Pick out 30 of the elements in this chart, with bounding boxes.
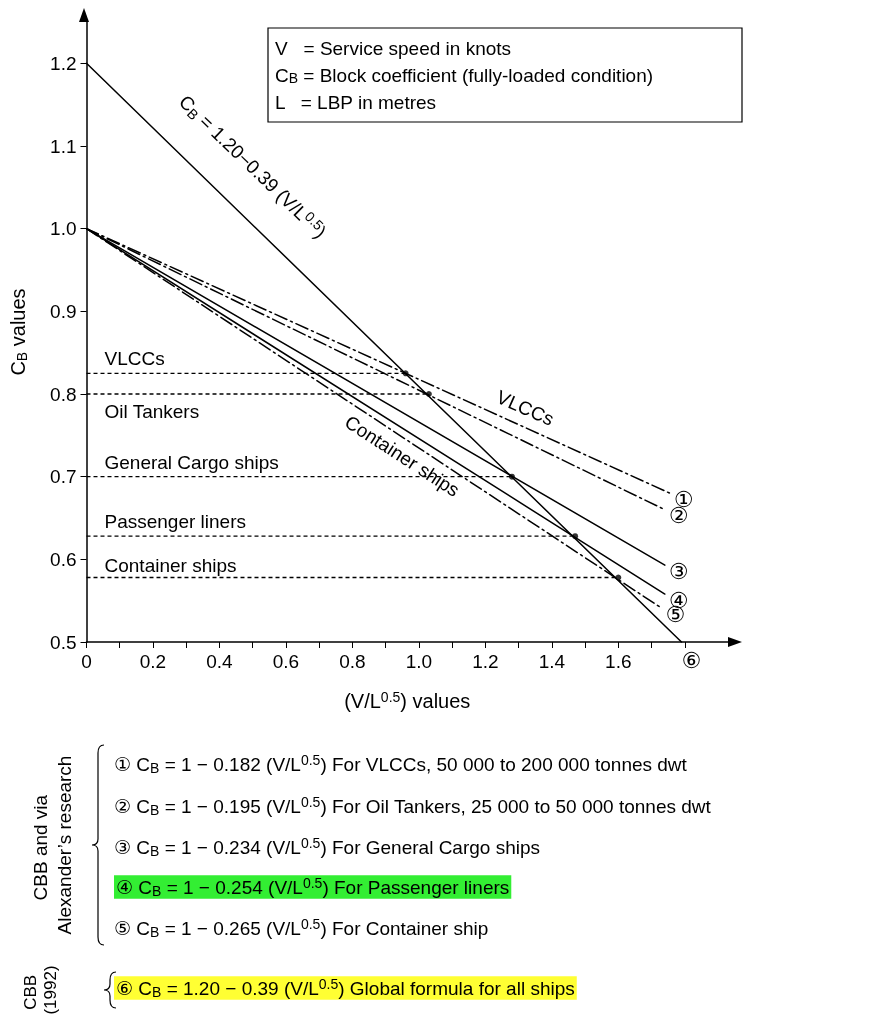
x-tick-label: 1.6	[605, 651, 632, 672]
x-tick-label: 0.6	[272, 651, 300, 672]
text: CBB (1992)	[20, 965, 60, 1015]
x-tick-label: 0.4	[206, 651, 234, 672]
annotation: General Cargo ships	[104, 451, 279, 473]
x-tick-label: 1.2	[472, 651, 499, 672]
y-tick-label: 1.0	[50, 218, 77, 240]
y-tick-label: 0.6	[50, 548, 77, 570]
legend-label: ⑥	[681, 647, 702, 673]
annotation: Passenger liners	[104, 511, 247, 533]
x-tick-label: 0	[81, 651, 92, 672]
annotation: CB = Block coefficient (fully-loaded condition)	[275, 64, 654, 87]
x-tick-label: 1.4	[538, 651, 566, 672]
y-tick-label: 0.7	[50, 466, 77, 488]
annotation: Oil Tankers	[104, 401, 200, 422]
series-label: ③	[668, 558, 689, 584]
y-tick-label: 0.8	[50, 383, 77, 405]
annotation: VLCCs	[104, 348, 165, 370]
text: CBB and via Alexander’s research	[29, 755, 75, 935]
annotation: Container ships	[104, 554, 237, 576]
y-axis-title: CB values	[7, 288, 30, 376]
x-tick-label: 0.2	[139, 651, 167, 672]
annotation: V = Service speed in knots	[275, 37, 512, 59]
y-tick-label: 0.9	[50, 300, 77, 322]
y-tick-label: 0.5	[50, 631, 77, 653]
y-tick-label: 1.2	[50, 52, 77, 74]
x-tick-label: 0.8	[339, 651, 366, 672]
x-tick-label: 1.0	[405, 651, 433, 672]
annotation: L = LBP in metres	[275, 91, 437, 113]
y-tick-label: 1.1	[50, 135, 77, 157]
